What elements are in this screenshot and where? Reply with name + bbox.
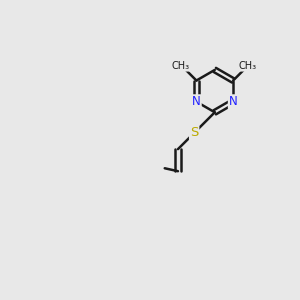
Text: N: N: [192, 95, 201, 108]
Text: N: N: [229, 95, 238, 108]
Text: S: S: [190, 126, 198, 140]
Text: CH₃: CH₃: [239, 61, 257, 71]
Text: CH₃: CH₃: [172, 61, 190, 71]
